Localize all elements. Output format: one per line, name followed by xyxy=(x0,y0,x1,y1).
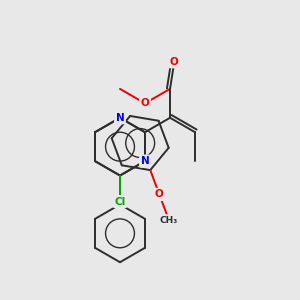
Text: Cl: Cl xyxy=(114,196,126,207)
Text: N: N xyxy=(116,113,124,123)
Text: O: O xyxy=(170,57,179,67)
Text: CH₃: CH₃ xyxy=(160,216,178,225)
Text: O: O xyxy=(141,98,149,108)
Text: N: N xyxy=(141,156,149,166)
Text: O: O xyxy=(155,190,164,200)
